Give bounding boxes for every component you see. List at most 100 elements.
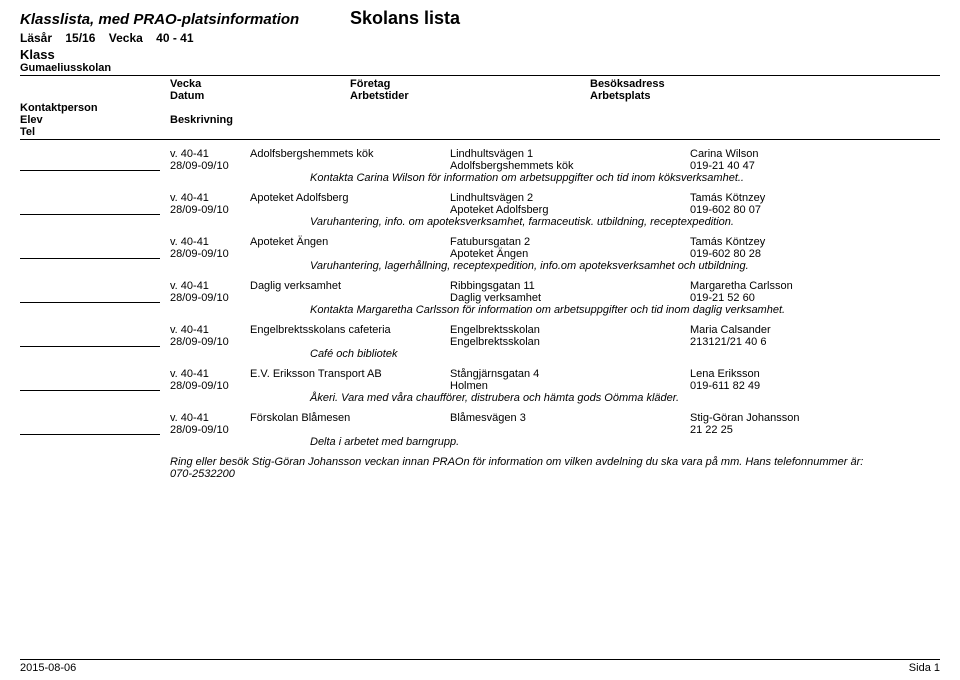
- entry-desc-row: Varuhantering, info. om apoteksverksamhe…: [170, 216, 940, 228]
- page-footer: 2015-08-06 Sida 1: [20, 659, 940, 674]
- entry-description: Kontakta Carina Wilson för information o…: [310, 172, 744, 184]
- entry-datum: 28/09-09/10: [170, 248, 250, 260]
- entry-plats: Daglig verksamhet: [450, 292, 690, 304]
- year-label: Läsår: [20, 31, 52, 45]
- column-headers-3: Elev Beskrivning Tel: [20, 114, 940, 138]
- entry: v. 40-41Apoteket AdolfsbergLindhultsväge…: [20, 192, 940, 228]
- entry-desc-row: Åkeri. Vara med våra chaufförer, distrub…: [170, 392, 940, 404]
- entry: v. 40-41Daglig verksamhetRibbingsgatan 1…: [20, 280, 940, 316]
- entry: v. 40-41Förskolan BlåmesenBlåmesvägen 3S…: [20, 412, 940, 448]
- entry-tel: 019-21 40 47: [690, 160, 900, 172]
- col-plats: Arbetsplats: [590, 90, 800, 102]
- entry-line-2: 28/09-09/1021 22 25: [170, 424, 940, 436]
- col-arbetstider: Arbetstider: [350, 90, 590, 102]
- entry-datum: 28/09-09/10: [170, 380, 250, 392]
- entry-kontakt: Lena Eriksson: [690, 368, 900, 380]
- entry-kontakt: Carina Wilson: [690, 148, 900, 160]
- week-label: Vecka: [109, 31, 143, 45]
- entry-vecka: v. 40-41: [170, 324, 250, 336]
- entry-besok: Ribbingsgatan 11: [450, 280, 690, 292]
- year-value: 15/16: [65, 31, 95, 45]
- col-beskrivning: Beskrivning: [170, 114, 350, 126]
- col-tel: Tel: [20, 126, 170, 138]
- entry-desc-row: Kontakta Carina Wilson för information o…: [170, 172, 940, 184]
- entry-line-1: v. 40-41Apoteket AdolfsbergLindhultsväge…: [170, 192, 940, 204]
- divider: [20, 75, 940, 76]
- entry-plats: Holmen: [450, 380, 690, 392]
- entry-datum: 28/09-09/10: [170, 424, 250, 436]
- column-headers-2: Datum Arbetstider Arbetsplats Kontaktper…: [20, 90, 940, 114]
- col-kontakt: Kontaktperson: [20, 102, 170, 114]
- signature-line: [20, 258, 160, 259]
- signature-line: [20, 390, 160, 391]
- entry-besok: Lindhultsvägen 2: [450, 192, 690, 204]
- entry-line-2: 28/09-09/10 Apoteket Ängen019-602 80 28: [170, 248, 940, 260]
- entry-foretag: Förskolan Blåmesen: [250, 412, 450, 424]
- entry: v. 40-41Adolfsbergshemmets kökLindhultsv…: [20, 148, 940, 184]
- col-besok: Besöksadress: [590, 78, 800, 90]
- document-title: Klasslista, med PRAO-platsinformation: [20, 11, 350, 28]
- entry-description: Varuhantering, info. om apoteksverksamhe…: [310, 216, 734, 228]
- entry-foretag: Daglig verksamhet: [250, 280, 450, 292]
- entry-foretag: E.V. Eriksson Transport AB: [250, 368, 450, 380]
- column-headers: Vecka Företag Besöksadress: [20, 78, 940, 90]
- signature-line: [20, 434, 160, 435]
- entry-datum: 28/09-09/10: [170, 160, 250, 172]
- entry-kontakt: Maria Calsander: [690, 324, 900, 336]
- footer-date: 2015-08-06: [20, 662, 76, 674]
- entry-description: Varuhantering, lagerhållning, receptexpe…: [310, 260, 749, 272]
- entry-tel: 019-602 80 28: [690, 248, 900, 260]
- entry-besok: Blåmesvägen 3: [450, 412, 690, 424]
- divider: [20, 139, 940, 140]
- entry-line-2: 28/09-09/10 Adolfsbergshemmets kök019-21 …: [170, 160, 940, 172]
- entry: v. 40-41Engelbrektsskolans cafeteriaEnge…: [20, 324, 940, 360]
- footnote: Ring eller besök Stig-Göran Johansson ve…: [20, 456, 940, 480]
- col-foretag: Företag: [350, 78, 590, 90]
- year-week-row: Läsår 15/16 Vecka 40 - 41: [20, 31, 940, 45]
- signature-line: [20, 346, 160, 347]
- entry-description: Åkeri. Vara med våra chaufförer, distrub…: [310, 392, 679, 404]
- col-datum: Datum: [170, 90, 350, 102]
- entry-plats: Apoteket Ängen: [450, 248, 690, 260]
- entry-line-2: 28/09-09/10Engelbrektsskolan213121/21 40…: [170, 336, 940, 348]
- entry-datum: 28/09-09/10: [170, 292, 250, 304]
- entry-vecka: v. 40-41: [170, 236, 250, 248]
- school-list-title: Skolans lista: [350, 8, 460, 29]
- entry-foretag: Apoteket Adolfsberg: [250, 192, 450, 204]
- entry-vecka: v. 40-41: [170, 280, 250, 292]
- entry: v. 40-41E.V. Eriksson Transport ABStångj…: [20, 368, 940, 404]
- footer-page: Sida 1: [909, 662, 940, 674]
- entry-besok: Engelbrektsskolan: [450, 324, 690, 336]
- entry-description: Café och bibliotek: [310, 348, 397, 360]
- entry-line-1: v. 40-41Engelbrektsskolans cafeteriaEnge…: [170, 324, 940, 336]
- entry-line-1: v. 40-41Daglig verksamhetRibbingsgatan 1…: [170, 280, 940, 292]
- entry-foretag: Adolfsbergshemmets kök: [250, 148, 450, 160]
- week-range: 40 - 41: [156, 31, 193, 45]
- signature-line: [20, 214, 160, 215]
- entry-kontakt: Tamás Köntzey: [690, 236, 900, 248]
- entry-plats: Apoteket Adolfsberg: [450, 204, 690, 216]
- entry-plats: Adolfsbergshemmets kök: [450, 160, 690, 172]
- entry-besok: Lindhultsvägen 1: [450, 148, 690, 160]
- col-vecka: Vecka: [170, 78, 350, 90]
- entry-tel: 019-602 80 07: [690, 204, 900, 216]
- entry-vecka: v. 40-41: [170, 368, 250, 380]
- entry-desc-row: Delta i arbetet med barngrupp.: [170, 436, 940, 448]
- entry-kontakt: Stig-Göran Johansson: [690, 412, 900, 424]
- col-elev: Elev: [20, 114, 170, 126]
- page: Klasslista, med PRAO-platsinformation Sk…: [0, 0, 960, 480]
- entry-line-2: 28/09-09/10Holmen019-611 82 49: [170, 380, 940, 392]
- entry-kontakt: Tamás Kötnzey: [690, 192, 900, 204]
- entry-line-1: v. 40-41Apoteket ÄngenFatubursgatan 2Tam…: [170, 236, 940, 248]
- entry-vecka: v. 40-41: [170, 148, 250, 160]
- entry-description: Delta i arbetet med barngrupp.: [310, 436, 459, 448]
- entry-foretag: Apoteket Ängen: [250, 236, 450, 248]
- entry-datum: 28/09-09/10: [170, 204, 250, 216]
- entry-foretag: Engelbrektsskolans cafeteria: [250, 324, 450, 336]
- entry-kontakt: Margaretha Carlsson: [690, 280, 900, 292]
- entry-besok: Fatubursgatan 2: [450, 236, 690, 248]
- entry-desc-row: Kontakta Margaretha Carlsson för informa…: [170, 304, 940, 316]
- entry-vecka: v. 40-41: [170, 192, 250, 204]
- title-row: Klasslista, med PRAO-platsinformation Sk…: [20, 8, 940, 29]
- school-name: Gumaeliusskolan: [20, 62, 940, 74]
